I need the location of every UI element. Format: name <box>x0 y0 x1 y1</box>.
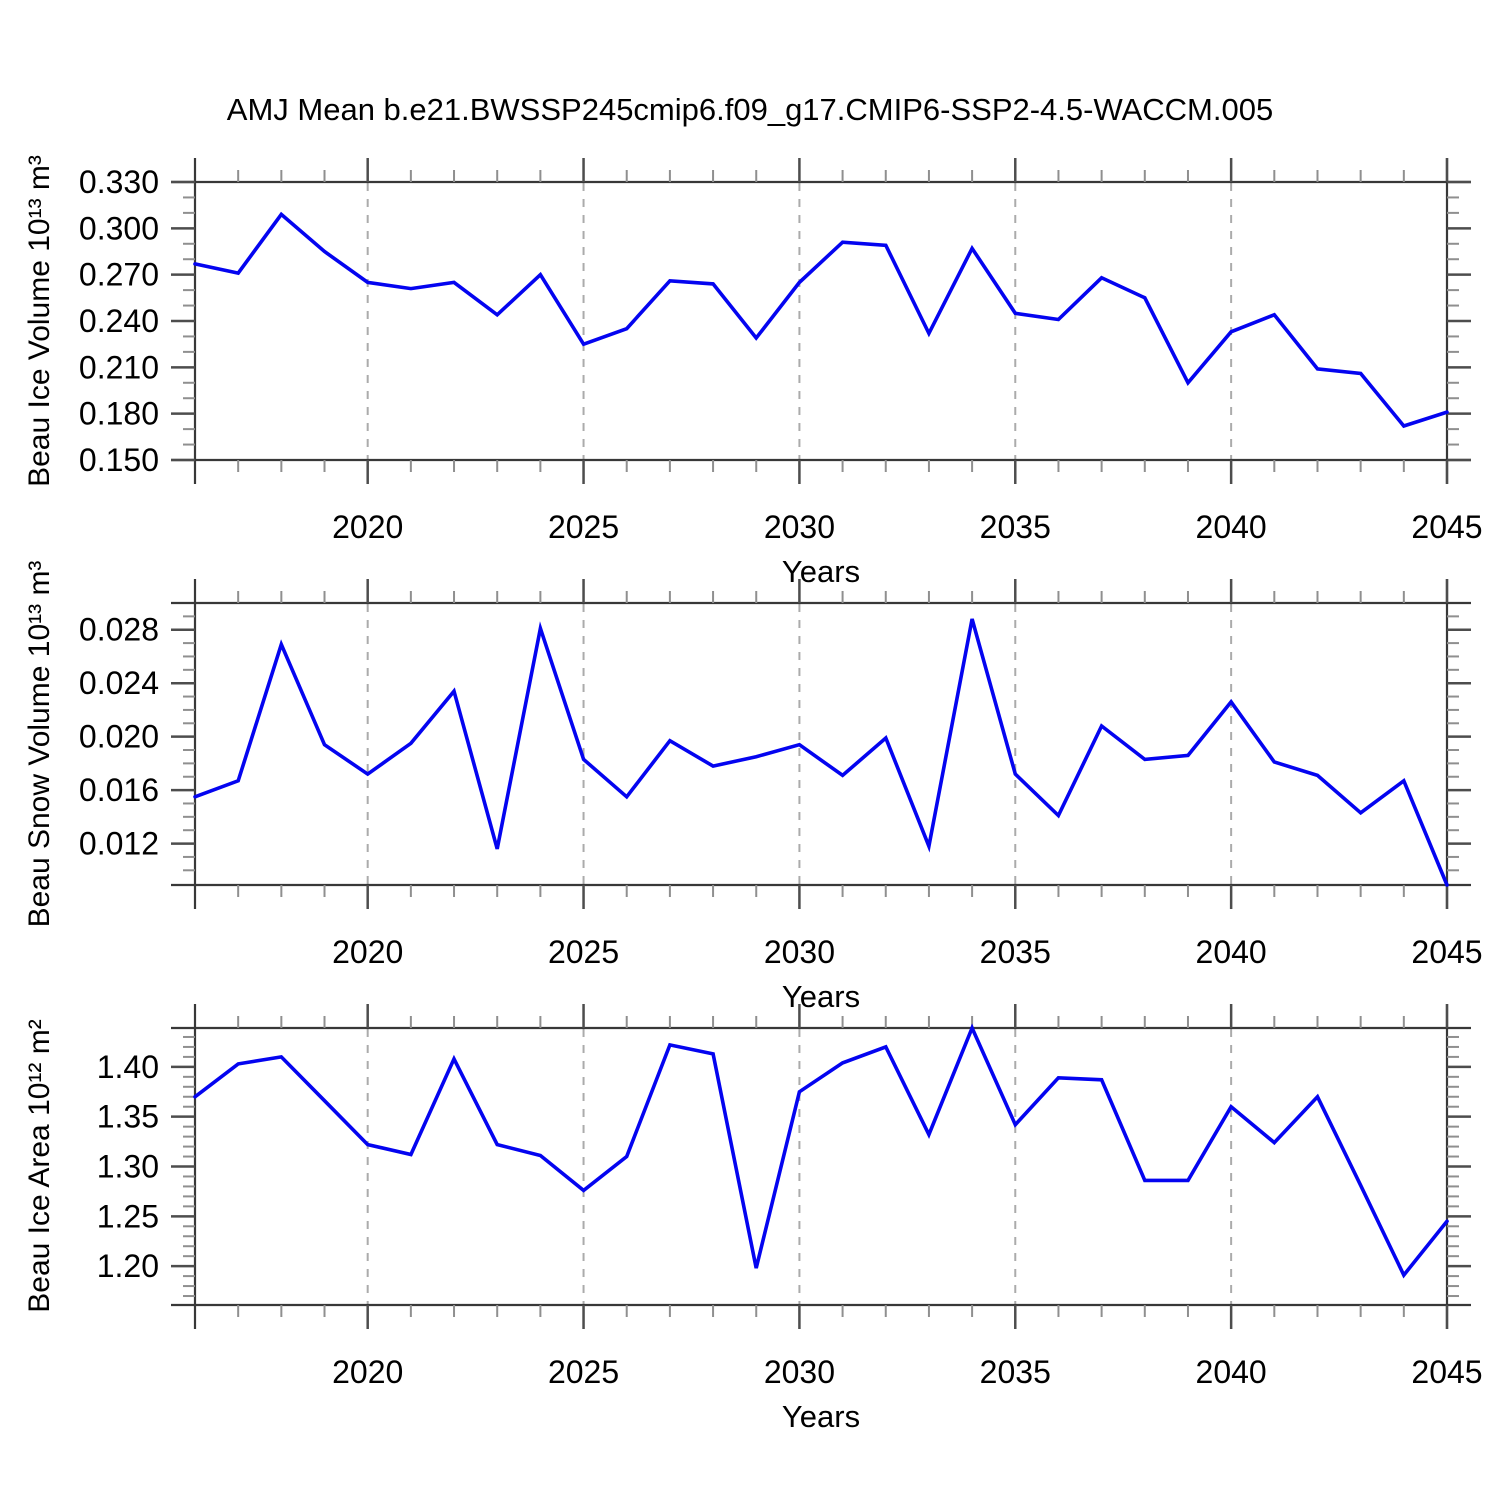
x-tick-label: 2025 <box>548 934 619 970</box>
x-axis-label-years-panel3: Years <box>781 1399 861 1434</box>
y-tick-label: 0.180 <box>79 396 159 432</box>
y-axis-label-ice-area: Beau Ice Area 10¹² m² <box>23 1019 56 1313</box>
panel-beau-ice-area: 2020 2025 2030 2035 2040 2045 1.20 1.25 1.30 1.35… <box>97 1004 1483 1390</box>
y-tick-label: 0.270 <box>79 257 159 293</box>
y-tick-label: 1.30 <box>97 1149 159 1185</box>
x-tick-label: 2025 <box>548 509 619 545</box>
y-tick-label: 1.35 <box>97 1099 159 1135</box>
x-tick-label: 2020 <box>332 934 403 970</box>
y-tick-label: 0.016 <box>79 772 159 808</box>
data-line-beau-snow-volume <box>193 618 1449 887</box>
x-tick-label: 2035 <box>980 509 1051 545</box>
x-tick-label: 2025 <box>548 1354 619 1390</box>
y-tick-label: 0.330 <box>79 164 159 200</box>
y-tick-label: 1.20 <box>97 1248 159 1284</box>
x-axis-label-years-panel1: Years <box>781 554 861 589</box>
y-tick-label: 0.300 <box>79 210 159 246</box>
x-tick-label: 2020 <box>332 509 403 545</box>
x-tick-label: 2030 <box>764 934 835 970</box>
x-tick-label: 2035 <box>980 934 1051 970</box>
x-tick-label: 2040 <box>1196 934 1267 970</box>
y-tick-label: 0.210 <box>79 349 159 385</box>
y-axis-label-ice-volume: Beau Ice Volume 10¹³ m³ <box>23 155 56 487</box>
chart-title: AMJ Mean b.e21.BWSSP245cmip6.f09_g17.CMI… <box>226 92 1274 127</box>
x-tick-label: 2030 <box>764 509 835 545</box>
panel-beau-snow-volume: 2020 2025 2030 2035 2040 2045 0.012 0.016 0.020 0… <box>79 579 1483 970</box>
x-tick-label: 2045 <box>1411 1354 1482 1390</box>
y-tick-label: 1.40 <box>97 1049 159 1085</box>
data-line-beau-ice-volume <box>193 211 1449 429</box>
y-tick-label: 0.012 <box>79 826 159 862</box>
x-tick-label: 2035 <box>980 1354 1051 1390</box>
x-tick-label: 2040 <box>1196 1354 1267 1390</box>
x-axis-label-years-panel2: Years <box>781 979 861 1014</box>
y-tick-label: 0.028 <box>79 612 159 648</box>
y-tick-label: 1.25 <box>97 1198 159 1234</box>
x-tick-label: 2040 <box>1196 509 1267 545</box>
panel-beau-ice-volume: 2020 2025 2030 2035 2040 2045 0.150 0.180 0.210 0… <box>79 158 1483 545</box>
y-tick-label: 0.150 <box>79 442 159 478</box>
x-tick-label: 2030 <box>764 1354 835 1390</box>
y-tick-label: 0.024 <box>79 665 159 701</box>
data-line-beau-ice-area <box>193 1023 1449 1279</box>
y-tick-label: 0.020 <box>79 719 159 755</box>
x-tick-label: 2020 <box>332 1354 403 1390</box>
y-tick-label: 0.240 <box>79 303 159 339</box>
x-tick-label: 2045 <box>1411 934 1482 970</box>
x-tick-label: 2045 <box>1411 509 1482 545</box>
y-axis-label-snow-volume: Beau Snow Volume 10¹³ m³ <box>23 560 56 928</box>
